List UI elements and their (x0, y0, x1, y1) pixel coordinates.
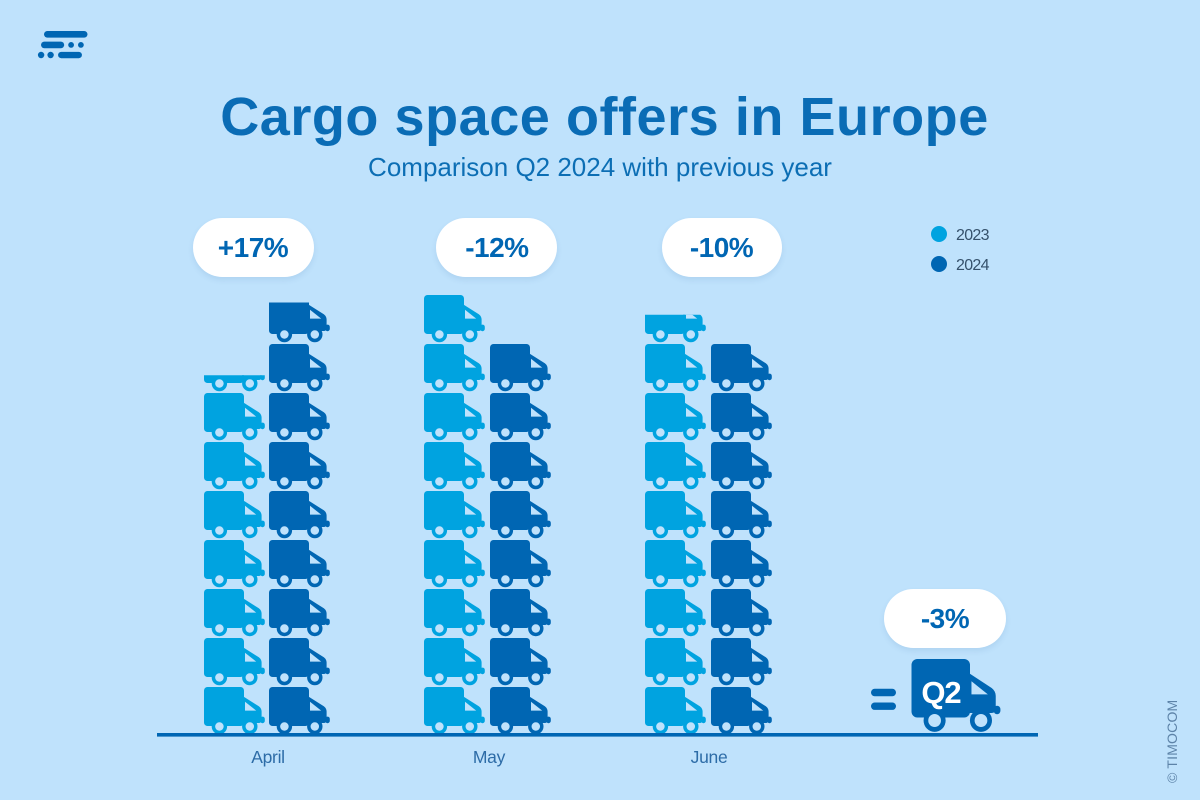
svg-text:Q2: Q2 (921, 675, 960, 710)
